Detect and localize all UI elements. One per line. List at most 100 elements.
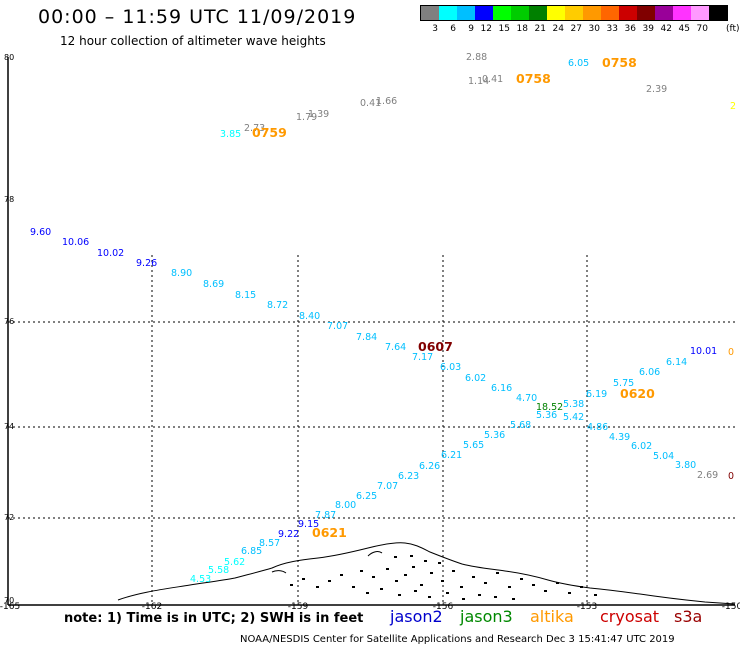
wave-height-point: 6.02 [631,441,652,452]
satellite-s3a: s3a [674,607,703,626]
wave-height-point: 0.41 [482,74,503,85]
wave-height-point: 2.69 [697,470,718,481]
wave-height-point: 6.14 [666,357,687,368]
island-dot [508,586,511,588]
legend-label: 30 [588,24,600,34]
island-dot [462,598,465,600]
island-dot [302,578,305,580]
wave-height-point: 5.68 [510,420,531,431]
wave-height-point: 8.57 [259,538,280,549]
island-dot [420,584,423,586]
wave-height-point: 10.01 [690,346,717,357]
island-dot [544,590,547,592]
island-dot [366,592,369,594]
wave-height-point: 3.80 [675,460,696,471]
satellite-cryosat: cryosat [600,607,660,626]
island-dot [412,566,415,568]
wave-height-point: 6.05 [568,58,589,69]
wave-height-point: 10.02 [97,248,124,259]
island-dot [472,576,475,578]
wave-height-point: 8.40 [299,311,320,322]
y-tick-label: 72 [4,513,14,522]
legend-swatch [655,6,673,20]
legend-swatch [493,6,511,20]
wave-height-point: 0758 [516,71,551,86]
wave-height-point: 7.64 [385,342,406,353]
island-dot [352,586,355,588]
island-dot [316,586,319,588]
wave-height-point: 0607 [418,339,453,354]
wave-height-point: 0759 [252,125,287,140]
page-subtitle: 12 hour collection of altimeter wave hei… [60,34,326,48]
satellite-jason2: jason2 [390,607,443,626]
island-dot [340,574,343,576]
island-dot [424,560,427,562]
island-dot [290,584,293,586]
legend-swatch [637,6,655,20]
island-dot [328,580,331,582]
island-dot [496,572,499,574]
legend-label: 12 [480,24,492,34]
wave-height-point: 6.19 [586,389,607,400]
island-dot [580,586,583,588]
map-gridlines [8,255,735,605]
island-dot [594,594,597,596]
island-dot [532,584,535,586]
legend-swatch [511,6,529,20]
coastline [117,542,736,605]
y-tick-label: 70 [4,596,14,605]
legend-swatches [420,5,728,21]
legend-swatch [421,6,439,20]
legend-swatch [709,6,727,20]
wave-height-point: 9.26 [136,258,157,269]
island-dot [360,570,363,572]
wave-height-point: 9.15 [298,519,319,530]
wave-height-point: 4.86 [587,422,608,433]
x-tick-label: -150 [722,602,740,612]
wave-height-point: 4.70 [516,393,537,404]
y-tick-label: 80 [4,53,14,62]
wave-height-point: 6.06 [639,367,660,378]
y-tick-label: 74 [4,422,14,431]
legend-swatch [475,6,493,20]
wave-height-point: 2.88 [466,52,487,63]
satellite-altika: altika [530,607,574,626]
island-dot [446,592,449,594]
island-dot [512,598,515,600]
y-axis-ticks: 80 78 76 74 72 70 [4,53,14,605]
wave-height-point: 7.17 [412,352,433,363]
wave-height-point: 0621 [312,525,347,540]
legend-label: 39 [642,24,654,34]
x-tick-label: -165 [0,602,20,612]
wave-height-point: 8.69 [203,279,224,290]
wave-height-point: 4.39 [609,432,630,443]
legend-label: 6 [450,24,456,34]
island-dot [372,576,375,578]
wave-height-point: 7.84 [356,332,377,343]
island-dot [478,594,481,596]
island-dot [386,568,389,570]
legend-swatch [673,6,691,20]
legend-swatch [547,6,565,20]
wave-height-point: 6.26 [419,461,440,472]
legend-unit: (ft) [726,24,740,34]
wave-height-point: 7.87 [315,510,336,521]
wave-height-point: 6.03 [440,362,461,373]
x-tick-label: -162 [142,602,162,612]
legend-label: 21 [534,24,546,34]
island-dot [494,596,497,598]
legend-label: 3 [432,24,438,34]
island-dot [398,594,401,596]
color-legend: 3 6 9 12 15 18 21 24 27 30 33 36 39 42 4… [420,5,740,34]
wave-height-point: 1.66 [376,96,397,107]
wave-height-point: 5.38 [563,399,584,410]
wave-height-point: 1.39 [308,109,329,120]
wave-height-point: 5.04 [653,451,674,462]
legend-label: 18 [516,24,528,34]
island-dot [430,572,433,574]
credit-footer: NOAA/NESDIS Center for Satellite Applica… [240,634,675,645]
wave-height-point: 6.02 [465,373,486,384]
legend-label: 70 [696,24,708,34]
